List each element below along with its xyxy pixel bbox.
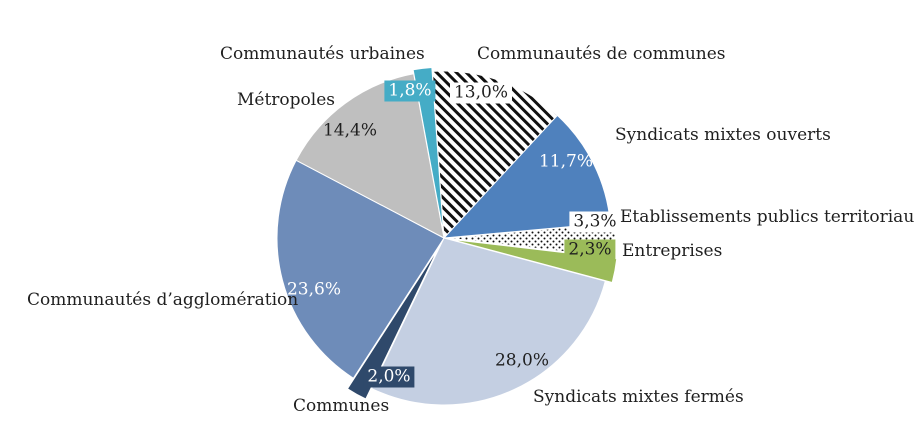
slice-pct-communautes-dagglomeration: 23,6% (286, 279, 342, 300)
pie-slice-7 (276, 159, 445, 379)
pie-slice-5 (370, 237, 606, 406)
pie-slice-9 (412, 66, 444, 235)
slice-label-etablissements-publics-territoriaux: Etablissements publics territoriaux (620, 207, 914, 227)
slice-pct-communautes-urbaines: 1,8% (384, 80, 436, 102)
slice-label-syndicats-mixtes-fermes: Syndicats mixtes fermés (533, 387, 744, 407)
slice-label-communes: Communes (293, 396, 390, 416)
pie-slice-4 (450, 238, 618, 284)
slice-pct-communautes-de-communes: 13,0% (449, 82, 513, 104)
slice-pct-syndicats-mixtes-fermes: 28,0% (494, 350, 550, 371)
slice-label-syndicats-mixtes-ouverts: Syndicats mixtes ouverts (615, 125, 831, 145)
slice-pct-etablissements-publics-territoriaux: 3,3% (569, 211, 621, 233)
slice-label-communautes-dagglomeration: Communautés d’agglomération (27, 290, 299, 310)
slice-pct-entreprises: 2,3% (564, 239, 616, 261)
slice-pct-communes: 2,0% (363, 366, 415, 388)
slice-label-communautes-de-communes: Communautés de communes (477, 44, 726, 64)
slice-pct-syndicats-mixtes-ouverts: 11,7% (538, 151, 594, 172)
pie-slice-6 (346, 248, 439, 400)
pie-slice-1 (431, 70, 559, 240)
slice-label-entreprises: Entreprises (622, 241, 723, 261)
slice-label-metropoles: Métropoles (237, 90, 335, 110)
slice-label-communautes-urbaines: Communautés urbaines (220, 44, 425, 64)
pie-slice-8 (295, 73, 445, 239)
slice-pct-metropoles: 14,4% (322, 120, 378, 141)
